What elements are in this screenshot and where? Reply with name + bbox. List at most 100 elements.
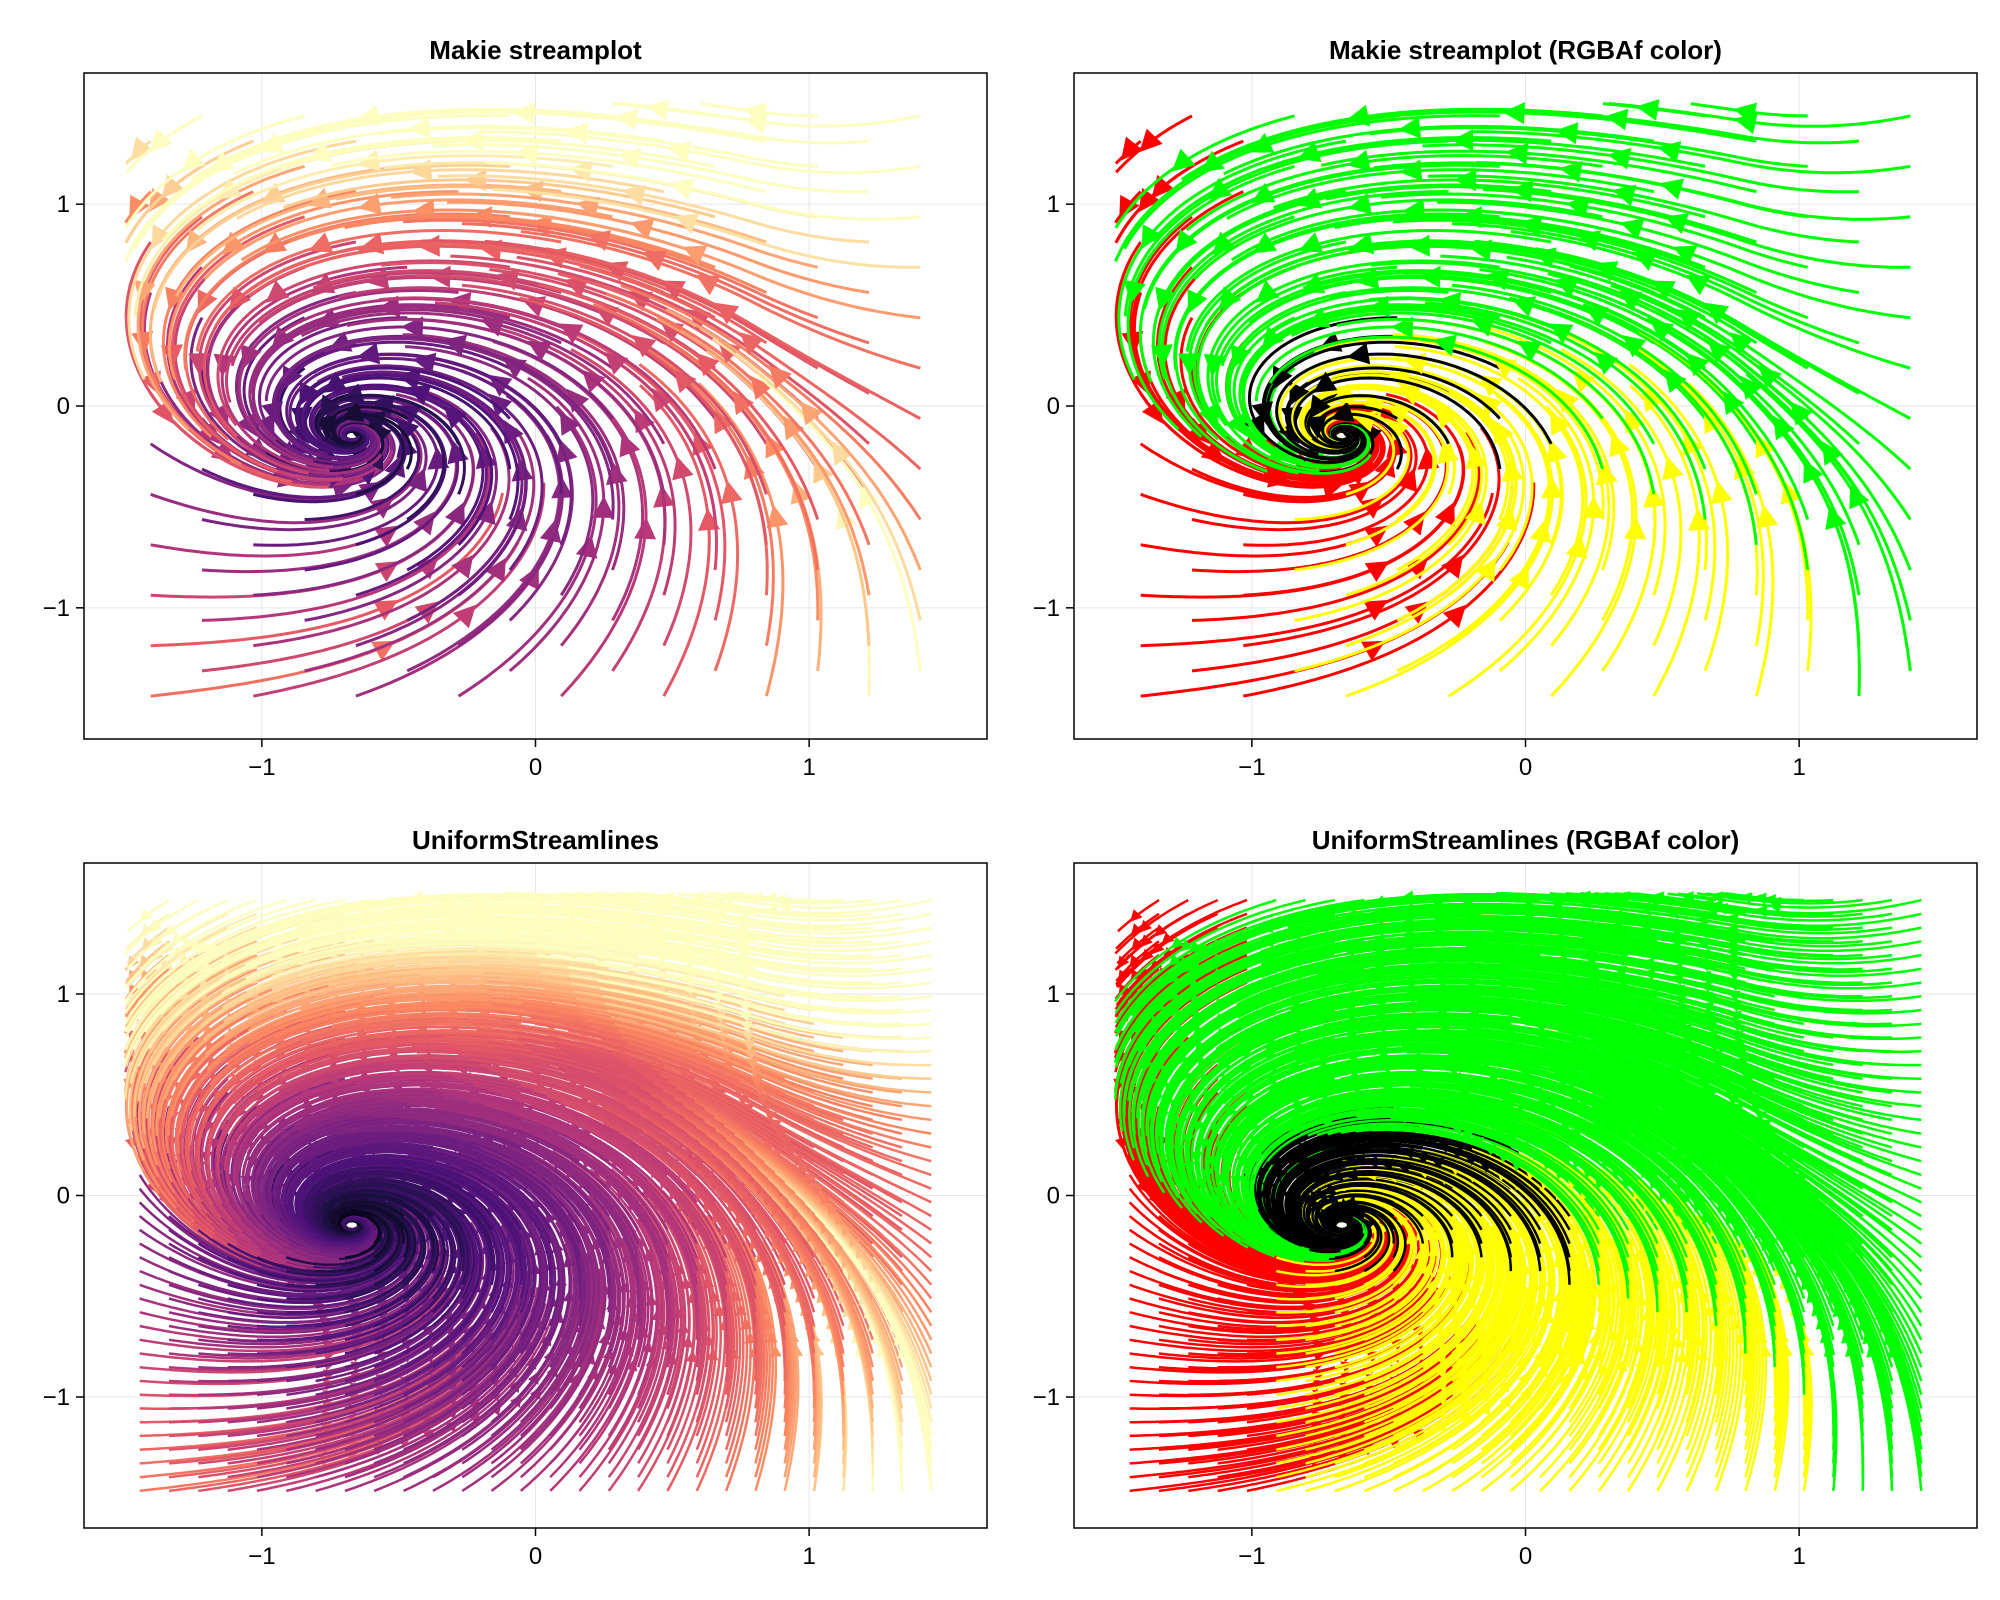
streamline: [1348, 241, 1758, 345]
streamline: [528, 1151, 630, 1382]
stream-arrow: [1657, 141, 1682, 163]
stream-arrow: [1390, 316, 1414, 339]
streamline: [315, 1287, 539, 1465]
stream-arrow: [1249, 132, 1275, 153]
streamline: [755, 372, 922, 672]
streamline: [224, 271, 562, 403]
x-tick-label: 1: [802, 1543, 815, 1570]
stream-arrow: [1304, 415, 1327, 439]
streamline: [168, 1239, 441, 1339]
stream-arrow: [1192, 1024, 1206, 1038]
streamline: [516, 255, 871, 445]
stream-arrow: [1559, 160, 1583, 183]
streamline: [1451, 1252, 1584, 1479]
streamline: [407, 1101, 669, 1245]
streamline: [1357, 1167, 1499, 1355]
stream-arrow: [190, 939, 204, 952]
stream-arrow: [514, 1133, 528, 1145]
streamline: [304, 396, 460, 572]
stream-arrow: [1298, 232, 1324, 253]
streamline: [1238, 303, 1501, 463]
streamline: [618, 101, 921, 128]
streamline: [1687, 382, 1775, 697]
streamline: [235, 291, 381, 470]
streamline: [357, 964, 698, 998]
stream-arrow: [368, 423, 392, 447]
stream-arrow: [503, 419, 524, 445]
streamlines: [123, 890, 933, 1493]
stream-arrow: [1435, 501, 1455, 527]
streamline: [125, 953, 258, 1171]
streamline: [694, 1100, 933, 1286]
streamline: [414, 910, 756, 943]
stream-arrow: [200, 1008, 214, 1022]
streamline: [1473, 1102, 1689, 1286]
streamline: [1316, 1122, 1600, 1231]
streamline: [1375, 1115, 1630, 1258]
streamline: [461, 222, 870, 345]
stream-arrow: [1190, 1008, 1204, 1022]
streamline: [189, 317, 388, 479]
streamline: [1301, 387, 1475, 572]
stream-arrow: [384, 453, 406, 478]
streamline: [1392, 218, 1809, 320]
streamline: [515, 1098, 728, 1286]
streamline: [201, 431, 491, 622]
streamline: [300, 311, 666, 445]
streamline: [468, 1098, 698, 1272]
y-tick-label: 1: [1047, 191, 1060, 218]
streamline: [484, 980, 815, 1053]
streamline: [350, 1126, 611, 1258]
stream-arrow: [1359, 496, 1384, 519]
stream-arrow: [481, 1137, 495, 1149]
streamline: [561, 901, 903, 935]
stream-arrow: [451, 554, 474, 579]
streamline: [198, 1334, 493, 1451]
streamline: [617, 1029, 932, 1135]
stream-arrow: [1549, 411, 1571, 436]
streamline: [596, 971, 932, 1028]
stream-arrow: [161, 941, 175, 955]
streamline: [662, 1114, 845, 1327]
streamline: [1451, 283, 1758, 495]
streamline: [1597, 1218, 1656, 1465]
stream-arrow: [684, 1145, 698, 1159]
streamline: [461, 1268, 603, 1492]
streamline: [306, 1136, 581, 1245]
streamline: [1560, 348, 1683, 647]
streamline: [253, 426, 511, 648]
streamline: [1628, 384, 1701, 697]
stream-arrow: [826, 1201, 839, 1215]
streamline: [286, 1221, 485, 1396]
stream-arrow: [1131, 937, 1144, 951]
streamline: [744, 1141, 933, 1355]
streamline: [1179, 317, 1378, 479]
streamline: [434, 301, 717, 520]
streamline: [124, 912, 346, 1051]
streamline: [1130, 190, 1244, 466]
streamline: [1568, 1194, 1623, 1437]
stream-arrow: [1374, 453, 1396, 478]
streamline: [1191, 407, 1418, 532]
stream-arrow: [1624, 517, 1647, 540]
streamline: [532, 917, 873, 958]
stream-arrow: [764, 905, 778, 918]
stream-arrow: [735, 947, 750, 959]
streamline: [598, 979, 932, 1041]
stream-arrow: [778, 1135, 792, 1148]
streamline: [1405, 274, 1758, 445]
streamline: [1435, 1163, 1535, 1382]
stream-arrow: [435, 1135, 448, 1147]
streamline: [595, 962, 932, 1015]
streamline: [457, 1150, 578, 1368]
y-tick-label: −1: [43, 595, 70, 622]
stream-arrow: [735, 936, 749, 948]
stream-arrow: [140, 923, 154, 937]
stream-arrow: [181, 936, 194, 949]
stream-arrow: [1549, 323, 1574, 344]
stream-arrow: [739, 332, 764, 356]
chart-title: Makie streamplot: [429, 35, 642, 65]
streamline: [1116, 912, 1248, 1006]
streamline: [400, 1116, 640, 1272]
streamline: [124, 926, 229, 1010]
